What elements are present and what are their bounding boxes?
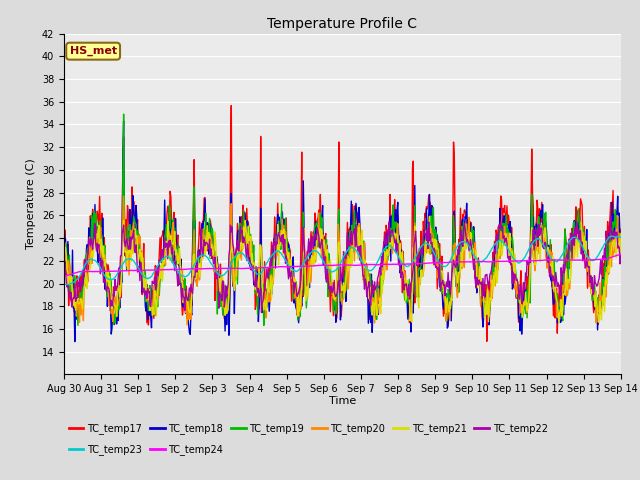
TC_temp23 (60, 282, 68, 288)
Line: TC_temp19: TC_temp19 (64, 114, 621, 325)
Legend: TC_temp23, TC_temp24: TC_temp23, TC_temp24 (69, 444, 223, 455)
TC_temp18 (412, 262, 419, 268)
Line: TC_temp17: TC_temp17 (64, 106, 621, 341)
TC_temp17 (60, 250, 68, 256)
TC_temp18 (120, 118, 127, 124)
TC_temp18 (129, 193, 137, 199)
TC_temp17 (411, 300, 419, 306)
TC_temp22 (70, 295, 78, 301)
TC_temp21 (595, 319, 602, 325)
TC_temp24 (185, 266, 193, 272)
TC_temp18 (215, 277, 223, 283)
TC_temp23 (214, 270, 221, 276)
TC_temp24 (61, 273, 68, 278)
TC_temp20 (412, 238, 419, 243)
TC_temp18 (71, 339, 79, 345)
TC_temp20 (428, 230, 436, 236)
TC_temp17 (483, 338, 491, 344)
TC_temp24 (214, 265, 222, 271)
TC_temp24 (128, 267, 136, 273)
Y-axis label: Temperature (C): Temperature (C) (26, 158, 36, 250)
TC_temp17 (617, 233, 625, 239)
TC_temp18 (60, 224, 68, 230)
TC_temp18 (70, 304, 78, 310)
TC_temp24 (60, 273, 68, 278)
TC_temp23 (70, 279, 78, 285)
TC_temp20 (215, 277, 223, 283)
TC_temp21 (426, 214, 433, 219)
TC_temp19 (214, 286, 222, 292)
TC_temp20 (70, 300, 78, 306)
TC_temp22 (617, 252, 625, 257)
TC_temp20 (186, 315, 193, 321)
TC_temp19 (260, 323, 268, 328)
TC_temp23 (184, 273, 192, 278)
TC_temp19 (120, 111, 127, 117)
Line: TC_temp23: TC_temp23 (64, 236, 621, 285)
TC_temp19 (128, 244, 136, 250)
TC_temp21 (410, 259, 418, 265)
TC_temp17 (127, 229, 135, 235)
TC_temp18 (186, 330, 193, 336)
TC_temp23 (410, 257, 418, 263)
TC_temp22 (184, 298, 192, 303)
TC_temp23 (127, 256, 135, 262)
TC_temp17 (227, 103, 235, 108)
TC_temp23 (426, 244, 434, 250)
TC_temp17 (428, 215, 435, 221)
Line: TC_temp22: TC_temp22 (64, 216, 621, 312)
TC_temp18 (428, 203, 436, 208)
TC_temp22 (607, 213, 614, 218)
Line: TC_temp20: TC_temp20 (64, 196, 621, 325)
TC_temp20 (128, 250, 136, 256)
TC_temp21 (70, 303, 78, 309)
TC_temp19 (428, 251, 436, 257)
TC_temp22 (127, 234, 135, 240)
TC_temp17 (70, 309, 78, 314)
TC_temp22 (428, 241, 435, 247)
TC_temp19 (60, 256, 68, 262)
TC_temp21 (184, 302, 192, 308)
TC_temp22 (60, 266, 68, 272)
TC_temp24 (616, 252, 624, 257)
TC_temp22 (411, 237, 419, 242)
TC_temp20 (120, 193, 127, 199)
TC_temp20 (183, 322, 191, 328)
TC_temp23 (617, 234, 625, 240)
TC_temp24 (617, 252, 625, 258)
TC_temp22 (258, 310, 266, 315)
Line: TC_temp24: TC_temp24 (64, 254, 621, 276)
TC_temp20 (617, 254, 625, 260)
TC_temp17 (214, 276, 221, 282)
Text: HS_met: HS_met (70, 46, 116, 56)
TC_temp19 (617, 231, 625, 237)
Line: TC_temp21: TC_temp21 (64, 216, 621, 322)
TC_temp21 (214, 263, 221, 269)
TC_temp17 (184, 303, 192, 309)
Title: Temperature Profile C: Temperature Profile C (268, 17, 417, 31)
TC_temp24 (411, 261, 419, 267)
TC_temp24 (71, 270, 79, 276)
TC_temp20 (60, 256, 68, 262)
X-axis label: Time: Time (329, 396, 356, 406)
TC_temp24 (428, 260, 435, 266)
TC_temp21 (60, 232, 68, 238)
TC_temp22 (214, 269, 221, 275)
TC_temp19 (185, 291, 193, 297)
TC_temp18 (617, 246, 625, 252)
TC_temp19 (412, 250, 419, 256)
TC_temp21 (617, 250, 625, 256)
TC_temp23 (607, 233, 614, 239)
TC_temp19 (70, 300, 78, 306)
TC_temp21 (127, 258, 135, 264)
Line: TC_temp18: TC_temp18 (64, 121, 621, 342)
TC_temp21 (428, 240, 435, 245)
